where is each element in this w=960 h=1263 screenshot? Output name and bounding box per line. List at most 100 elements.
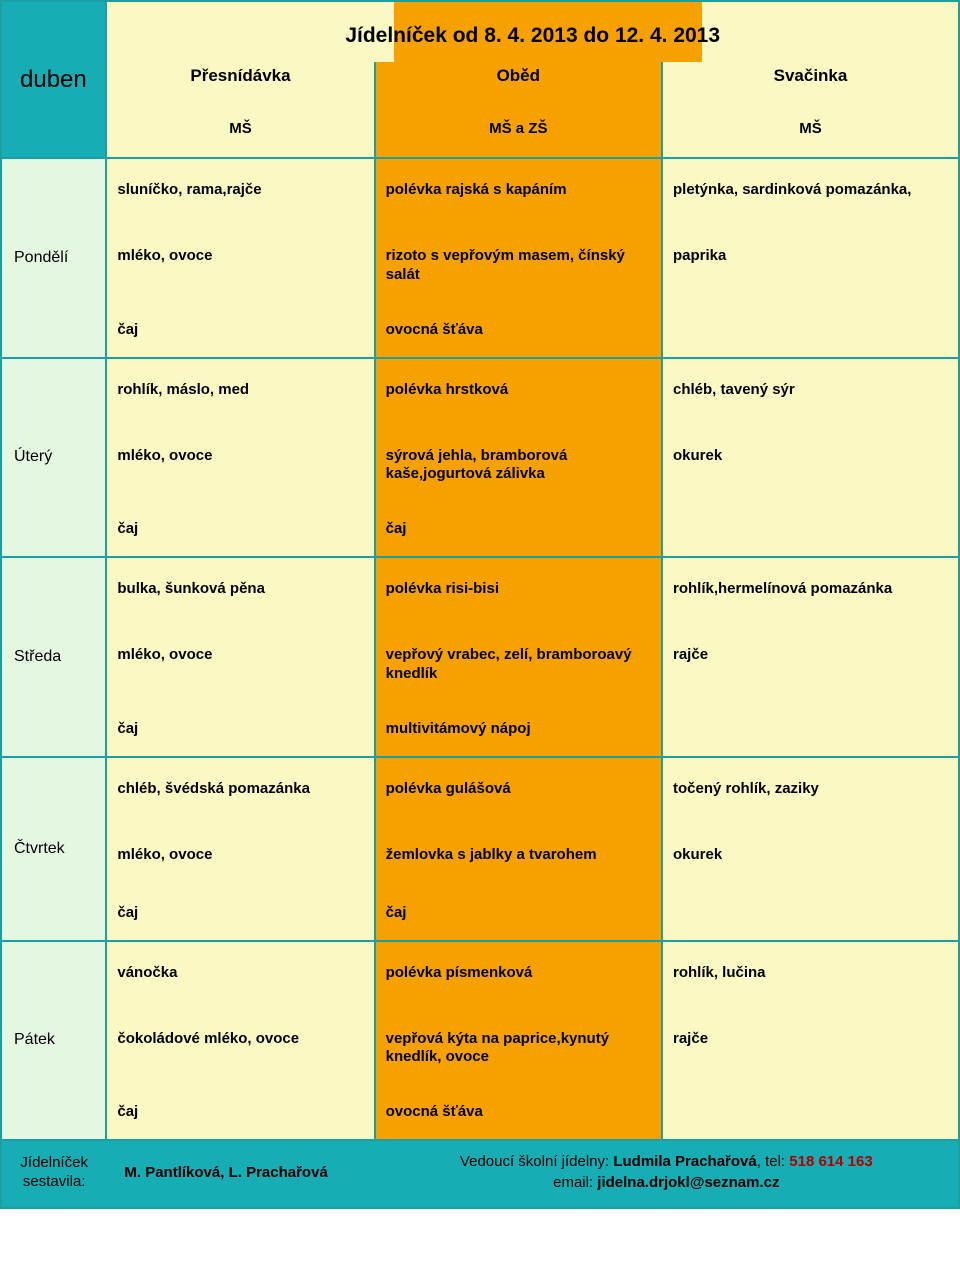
menu-page: duben Jídelníček od 8. 4. 2013 do 12. 4.… [0,0,960,1209]
meal-text [663,1089,958,1139]
meal-text: chléb, tavený sýr [663,359,958,425]
meal-cell: čaj [106,506,374,557]
footer-lbl-2: sestavila: [23,1173,86,1190]
day-name-cell: Pondělí [1,158,106,358]
meal-cell: okurek [662,425,959,507]
col-hdr-2: Svačinka [662,62,959,104]
day-row: Pondělísluníčko, rama,rajčepolévka rajsk… [1,158,959,225]
day-row: čajčaj [1,506,959,557]
meal-text: rohlík, lučina [663,942,958,1008]
footer-authors: M. Pantlíková, L. Prachařová [116,1164,364,1181]
meal-text: polévka rajská s kapáním [376,159,661,225]
header-row-cols: Přesnídávka Oběd Svačinka [1,62,959,104]
meal-text: čaj [107,706,373,756]
day-name-cell: Středa [1,557,106,757]
day-row: mléko, ovocežemlovka s jablky a tvarohem… [1,824,959,890]
meal-text: okurek [663,824,958,890]
meal-text: čokoládové mléko, ovoce [107,1008,373,1074]
meal-text: polévka písmenková [376,942,661,1008]
meal-cell: multivitámový nápoj [375,706,662,757]
meal-cell: mléko, ovoce [106,624,374,706]
meal-text: čaj [107,506,373,556]
day-row: Středabulka, šunková pěnapolévka risi-bi… [1,557,959,624]
meal-cell: polévka risi-bisi [375,557,662,624]
day-row: mléko, ovocesýrová jehla, bramborová kaš… [1,425,959,507]
meal-text: rohlík,hermelínová pomazánka [663,558,958,624]
meal-text: rajče [663,624,958,690]
meal-cell: polévka písmenková [375,941,662,1008]
meal-text: čaj [376,890,661,940]
menu-table: duben Jídelníček od 8. 4. 2013 do 12. 4.… [0,0,960,1209]
meal-text: sýrová jehla, bramborová kaše,jogurtová … [376,425,661,507]
meal-cell: ovocná šťáva [375,1089,662,1140]
meal-text: čaj [107,1089,373,1139]
header-row-sub: MŠ MŠ a ZŠ MŠ [1,104,959,158]
meal-text: polévka risi-bisi [376,558,661,624]
meal-text: sluníčko, rama,rajče [107,159,373,225]
meal-cell: čaj [106,706,374,757]
footer-left-label: Jídelníček sestavila: [1,1140,106,1208]
meal-text: okurek [663,425,958,491]
day-name: Pondělí [14,249,68,266]
title-wrap: Jídelníček od 8. 4. 2013 do 12. 4. 2013 [106,1,959,62]
day-row: čokoládové mléko, ovocevepřová kýta na p… [1,1008,959,1090]
meal-text: vepřový vrabec, zelí, bramboroavý knedlí… [376,624,661,706]
meal-cell: rohlík, lučina [662,941,959,1008]
meal-text [663,890,958,940]
col-sub-2: MŠ [662,104,959,158]
meal-text: polévka hrstková [376,359,661,425]
meal-text: mléko, ovoce [107,425,373,491]
meal-cell [662,890,959,941]
day-row: čajovocná šťáva [1,1089,959,1140]
meal-cell: točený rohlík, zaziky [662,757,959,824]
footer-lbl-1: Jídelníček [20,1154,88,1171]
month-cell: duben [1,1,106,158]
day-name: Čtvrtek [14,840,65,857]
meal-cell: chléb, švédská pomazánka [106,757,374,824]
day-row: Pátekvánočkapolévka písmenkovárohlík, lu… [1,941,959,1008]
day-name: Úterý [14,448,52,465]
day-name: Středa [14,648,61,665]
day-row: mléko, ovocerizoto s vepřovým masem, čín… [1,225,959,307]
footer-right-tel-lbl: , tel: [757,1153,790,1170]
meal-cell: sluníčko, rama,rajče [106,158,374,225]
meal-text [663,307,958,357]
meal-text: čaj [376,506,661,556]
meal-text: rajče [663,1008,958,1074]
meal-text: mléko, ovoce [107,225,373,291]
meal-cell: chléb, tavený sýr [662,358,959,425]
meal-cell: mléko, ovoce [106,824,374,890]
meal-text: mléko, ovoce [107,824,373,890]
meal-cell [662,706,959,757]
page-title: Jídelníček od 8. 4. 2013 do 12. 4. 2013 [107,2,958,62]
meal-cell [662,1089,959,1140]
footer-right-email-lbl: email: [553,1174,597,1191]
day-row: mléko, ovocevepřový vrabec, zelí, brambo… [1,624,959,706]
meal-text: multivitámový nápoj [376,706,661,756]
meal-cell: paprika [662,225,959,307]
meal-cell: polévka hrstková [375,358,662,425]
meal-cell: žemlovka s jablky a tvarohem [375,824,662,890]
meal-text: chléb, švédská pomazánka [107,758,373,824]
meal-text: vánočka [107,942,373,1008]
footer-right-email: jidelna.drjokl@seznam.cz [597,1174,779,1191]
meal-text: točený rohlík, zaziky [663,758,958,824]
meal-cell: vepřová kýta na paprice,kynutý knedlík, … [375,1008,662,1090]
meal-cell: pletýnka, sardinková pomazánka, [662,158,959,225]
meal-cell: mléko, ovoce [106,425,374,507]
day-name: Pátek [14,1031,55,1048]
footer-authors-cell: M. Pantlíková, L. Prachařová [106,1140,374,1208]
footer-right-phone: 518 614 163 [789,1153,872,1170]
col-hdr-0: Přesnídávka [106,62,374,104]
meal-cell: čaj [375,506,662,557]
month-label: duben [20,66,87,93]
meal-text: čaj [107,890,373,940]
col-sub-0: MŠ [106,104,374,158]
footer-row: Jídelníček sestavila: M. Pantlíková, L. … [1,1140,959,1208]
meal-cell: čokoládové mléko, ovoce [106,1008,374,1090]
meal-cell [662,506,959,557]
day-name-cell: Úterý [1,358,106,558]
day-row: čajovocná šťáva [1,307,959,358]
header-row-title: duben Jídelníček od 8. 4. 2013 do 12. 4.… [1,1,959,62]
meal-cell: vánočka [106,941,374,1008]
